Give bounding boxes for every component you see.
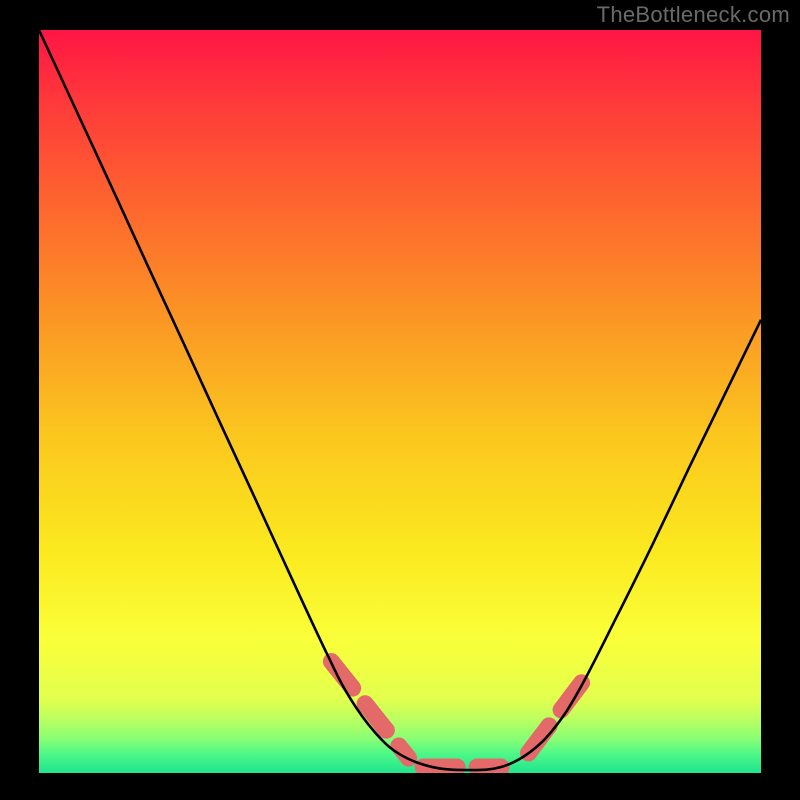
bottleneck-curve-chart bbox=[0, 0, 800, 800]
watermark-text: TheBottleneck.com bbox=[597, 2, 790, 28]
chart-stage: TheBottleneck.com bbox=[0, 0, 800, 800]
plot-background bbox=[39, 30, 761, 773]
